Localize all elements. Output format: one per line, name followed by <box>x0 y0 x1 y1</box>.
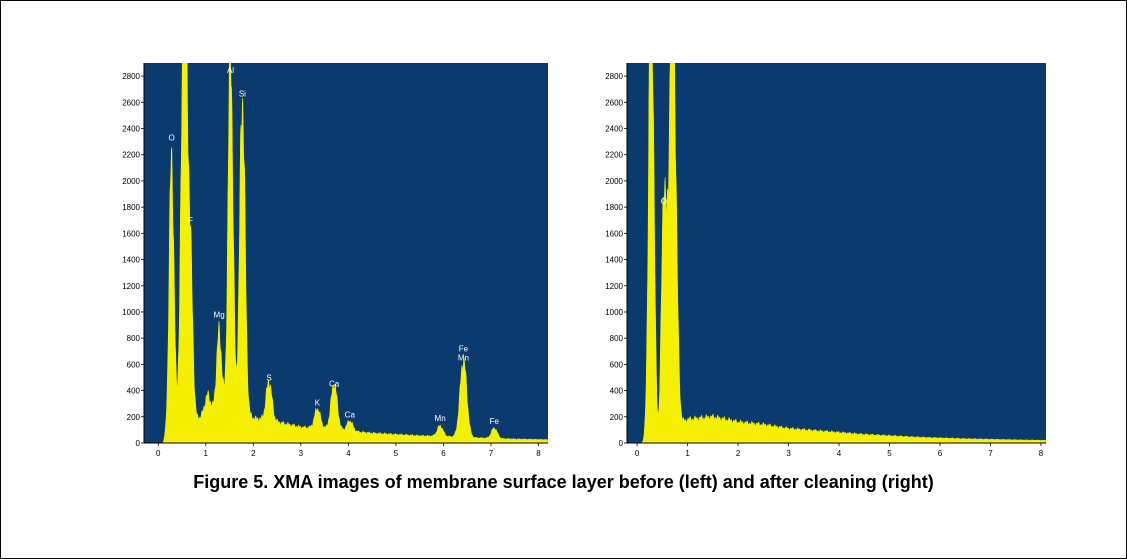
left-x-tick-label: 8 <box>536 449 541 458</box>
left-peak-label: Fe <box>490 417 500 426</box>
right-y-tick-label: 600 <box>610 360 624 369</box>
right-y-tick-label: 200 <box>610 413 624 422</box>
right-x-tick-label: 8 <box>1039 449 1044 458</box>
left-y-tick-label: 600 <box>127 360 141 369</box>
left-peak-label: Ca <box>345 410 356 419</box>
figure-charts: 0200400600800100012001400160018002000220… <box>122 63 1046 458</box>
right-y-tick-label: 2800 <box>605 72 623 81</box>
left-peak-label: Mn <box>435 414 446 423</box>
right-x-tick-label: 6 <box>938 449 943 458</box>
left-peak-label: Mn <box>458 353 469 362</box>
right-plot-background <box>627 63 1046 443</box>
right-x-tick-label: 4 <box>837 449 842 458</box>
right-y-tick-label: 2600 <box>605 98 623 107</box>
left-x-tick-label: 7 <box>489 449 494 458</box>
left-x-tick-label: 0 <box>156 449 161 458</box>
left-plot-background <box>144 63 548 443</box>
left-x-tick-label: 3 <box>299 449 304 458</box>
right-spectrum-chart: 0 200 400 600 800 1000 1200 1400 1600 1800 2000 220… <box>605 63 1046 458</box>
left-y-tick-label: 2600 <box>122 98 140 107</box>
left-y-tick-label: 200 <box>127 413 141 422</box>
left-peak-label: O <box>168 134 174 143</box>
left-y-tick-label: 1200 <box>122 282 140 291</box>
left-y-tick-label: 1000 <box>122 308 140 317</box>
left-x-tick-label: 6 <box>441 449 446 458</box>
right-y-tick-label: 2200 <box>605 151 623 160</box>
left-y-tick-label: 2000 <box>122 177 140 186</box>
left-y-tick-label: 2200 <box>122 151 140 160</box>
left-y-tick-label: 1600 <box>122 229 140 238</box>
left-x-tick-label: 5 <box>394 449 399 458</box>
left-peak-label: F <box>188 216 193 225</box>
left-peak-label: K <box>315 399 321 408</box>
left-y-tick-label: 2800 <box>122 72 140 81</box>
left-spectrum-area <box>144 63 548 443</box>
left-y-tick-label: 1400 <box>122 256 140 265</box>
right-y-tick-label: 0 <box>619 439 624 448</box>
left-y-tick-label: 800 <box>127 334 141 343</box>
right-y-tick-label: 800 <box>610 334 624 343</box>
right-x-tick-label: 5 <box>887 449 892 458</box>
right-y-tick-label: 1000 <box>605 308 623 317</box>
left-y-tick-label: 0 <box>136 439 141 448</box>
left-spectrum-chart: 0 200 400 600 800 1000 1200 1400 1600 1800 2000 220… <box>122 63 548 458</box>
left-peak-label: Al <box>227 66 234 75</box>
right-x-tick-label: 1 <box>685 449 690 458</box>
right-y-tick-label: 1200 <box>605 282 623 291</box>
left-y-tick-label: 1800 <box>122 203 140 212</box>
right-x-tick-label: 2 <box>736 449 741 458</box>
left-peak-label: Ca <box>329 380 340 389</box>
left-y-tick-label: 2400 <box>122 125 140 134</box>
left-x-tick-label: 4 <box>346 449 351 458</box>
figure-caption: Figure 5. XMA images of membrane surface… <box>193 472 934 492</box>
right-x-tick-label: 0 <box>635 449 640 458</box>
left-x-tick-label: 1 <box>204 449 209 458</box>
right-y-tick-label: 1600 <box>605 229 623 238</box>
left-x-tick-label: 2 <box>251 449 256 458</box>
right-spectrum-area <box>627 63 1046 443</box>
right-y-tick-label: 2000 <box>605 177 623 186</box>
right-y-tick-label: 2400 <box>605 125 623 134</box>
right-x-tick-label: 3 <box>786 449 791 458</box>
left-peak-label: S <box>266 374 271 383</box>
right-x-tick-label: 7 <box>988 449 993 458</box>
left-peak-label: Fe <box>459 344 469 353</box>
left-peak-label: Mg <box>214 311 225 320</box>
left-y-tick-label: 400 <box>127 387 141 396</box>
right-y-tick-label: 1800 <box>605 203 623 212</box>
right-peak-label: O <box>661 197 667 206</box>
left-peak-label: Si <box>239 90 246 99</box>
right-y-tick-label: 1400 <box>605 256 623 265</box>
right-y-tick-label: 400 <box>610 387 624 396</box>
